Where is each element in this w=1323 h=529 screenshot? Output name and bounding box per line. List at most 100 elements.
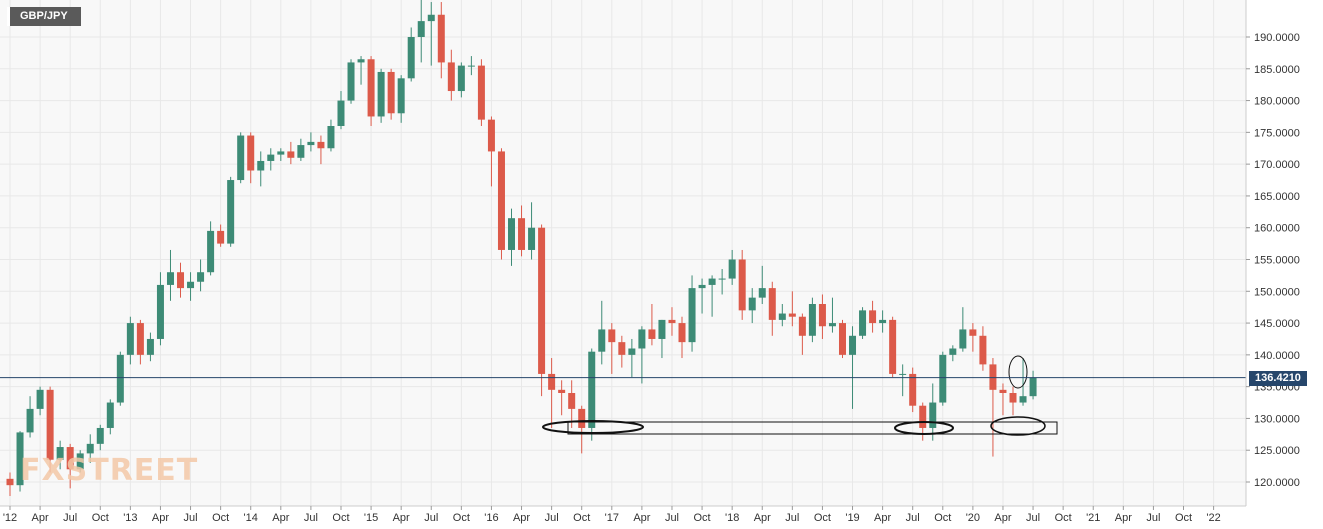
x-tick-label: '22 [1206,512,1220,524]
candle-body-up [718,278,726,280]
candle-body-down [738,259,746,311]
y-tick-label: 160.0000 [1254,223,1300,235]
x-tick-label: '16 [484,512,498,524]
x-tick-label: Jul [63,512,77,524]
candle-body-up [748,297,756,311]
last-price-tag: 136.4210 [1249,371,1307,386]
x-tick-label: Apr [994,512,1011,524]
candle-body-up [277,151,285,155]
candle-body-up [207,230,215,273]
candle-body-up [267,154,275,161]
candle-body-down [558,389,566,393]
x-tick-label: Apr [1115,512,1132,524]
candle-body-down [869,310,877,324]
x-tick-label: '12 [3,512,17,524]
support-ellipse-2019 [894,421,954,435]
candle-body-up [116,354,124,403]
candle-body-down [979,335,987,365]
candle-body-up [939,354,947,403]
candle-body-down [548,373,556,390]
x-tick-label: Jul [906,512,920,524]
candle-body-down [6,478,14,486]
x-tick-label: Jul [665,512,679,524]
x-tick-label: Jul [184,512,198,524]
candle-body-up [959,329,967,349]
x-tick-label: Oct [1055,512,1072,524]
x-tick-label: Jul [1146,512,1160,524]
candle-body-up [76,453,84,470]
candle-body-up [778,313,786,320]
candle-body-up [528,227,536,250]
candle-body-up [508,218,515,250]
candle-body-up [628,348,636,355]
candle-body-up [337,100,345,126]
candle-body-up [357,59,365,63]
candle-body-up [197,272,205,282]
candle-body-up [126,323,134,355]
x-tick-label: '18 [725,512,739,524]
x-tick-label: Oct [453,512,470,524]
candle-body-up [227,180,235,244]
candle-body-up [828,323,836,327]
candle-body-up [347,62,355,101]
candle-body-down [367,59,375,117]
y-tick-label: 130.0000 [1254,413,1300,425]
x-tick-label: Oct [92,512,109,524]
candle-body-up [949,348,957,355]
candle-body-down [788,313,796,317]
y-tick-label: 145.0000 [1254,318,1300,330]
x-tick-label: '17 [605,512,619,524]
support-ellipse-2020 [990,416,1046,436]
candle-body-up [588,351,596,428]
candle-body-up [879,319,887,324]
x-tick-label: Apr [633,512,650,524]
candle-body-down [989,364,997,390]
symbol-label: GBP/JPY [7,7,81,26]
candle-body-down [608,329,616,343]
candle-body-down [177,272,185,289]
candle-body-up [16,432,24,486]
candle-body-down [387,71,395,114]
x-tick-label: Oct [814,512,831,524]
x-tick-label: Oct [573,512,590,524]
candle-body-down [568,393,576,409]
x-tick-label: '21 [1086,512,1100,524]
candle-body-up [26,408,34,433]
y-tick-label: 175.0000 [1254,127,1300,139]
candle-body-down [66,447,74,470]
y-tick-label: 170.0000 [1254,159,1300,171]
candle-body-up [407,37,415,79]
candle-body-up [929,402,937,428]
candle-body-down [46,389,54,460]
x-tick-label: Oct [1175,512,1192,524]
x-tick-label: Apr [32,512,49,524]
plot-background [0,0,1246,506]
candle-body-up [327,126,335,149]
candle-body-up [257,160,265,171]
x-tick-label: Apr [152,512,169,524]
candle-body-down [578,408,586,428]
candle-body-up [849,335,857,355]
candle-body-down [447,62,455,92]
candle-body-down [247,135,255,171]
candle-body-down [678,323,686,343]
candle-body-up [106,402,114,428]
candle-body-up [598,329,606,352]
candle-body-up [859,310,867,336]
x-tick-label: '15 [364,512,378,524]
annotations [542,355,1058,436]
y-tick-label: 155.0000 [1254,255,1300,267]
candle-body-down [487,119,495,152]
candle-body-up [808,304,816,336]
x-tick-label: '14 [244,512,258,524]
x-tick-label: Jul [304,512,318,524]
x-tick-label: Apr [393,512,410,524]
candle-body-up [427,14,435,22]
candle-body-down [909,373,917,406]
candle-body-down [768,288,776,320]
candle-body-up [156,284,164,339]
candle-body-up [1029,377,1037,397]
support-zone-rectangle [567,421,1058,435]
candle-body-up [728,259,736,279]
